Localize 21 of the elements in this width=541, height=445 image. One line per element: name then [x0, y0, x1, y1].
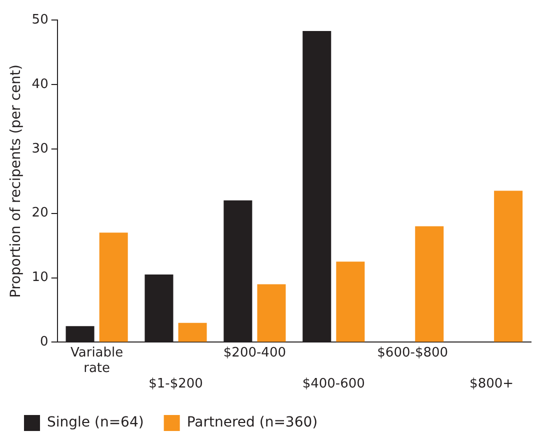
x-tick-label: $1-$200: [148, 376, 203, 392]
x-tick-label: $600-$800: [377, 345, 448, 360]
y-tick-label: 20: [32, 206, 48, 221]
y-tick-label: 30: [32, 141, 48, 156]
bar: [99, 232, 128, 342]
y-tick-label: 40: [32, 76, 48, 92]
bar: [257, 284, 286, 342]
y-tick-label: 10: [32, 270, 48, 286]
y-axis-title: Proportion of recipents (per cent): [8, 64, 24, 298]
legend-label: Single (n=64): [47, 414, 144, 431]
bar: [178, 322, 207, 342]
x-tick-label: Variable rate: [70, 345, 124, 376]
x-tick-label: $400-600: [302, 376, 365, 392]
bar: [494, 190, 523, 342]
bar: [336, 262, 365, 342]
y-tick-label: 50: [32, 12, 48, 28]
legend-label: Partnered (n=360): [186, 414, 318, 431]
bar: [415, 226, 444, 342]
y-tick-label: 0: [40, 334, 48, 350]
x-tick-label: $200-400: [223, 345, 286, 360]
x-tick-label: $800+: [470, 376, 514, 392]
